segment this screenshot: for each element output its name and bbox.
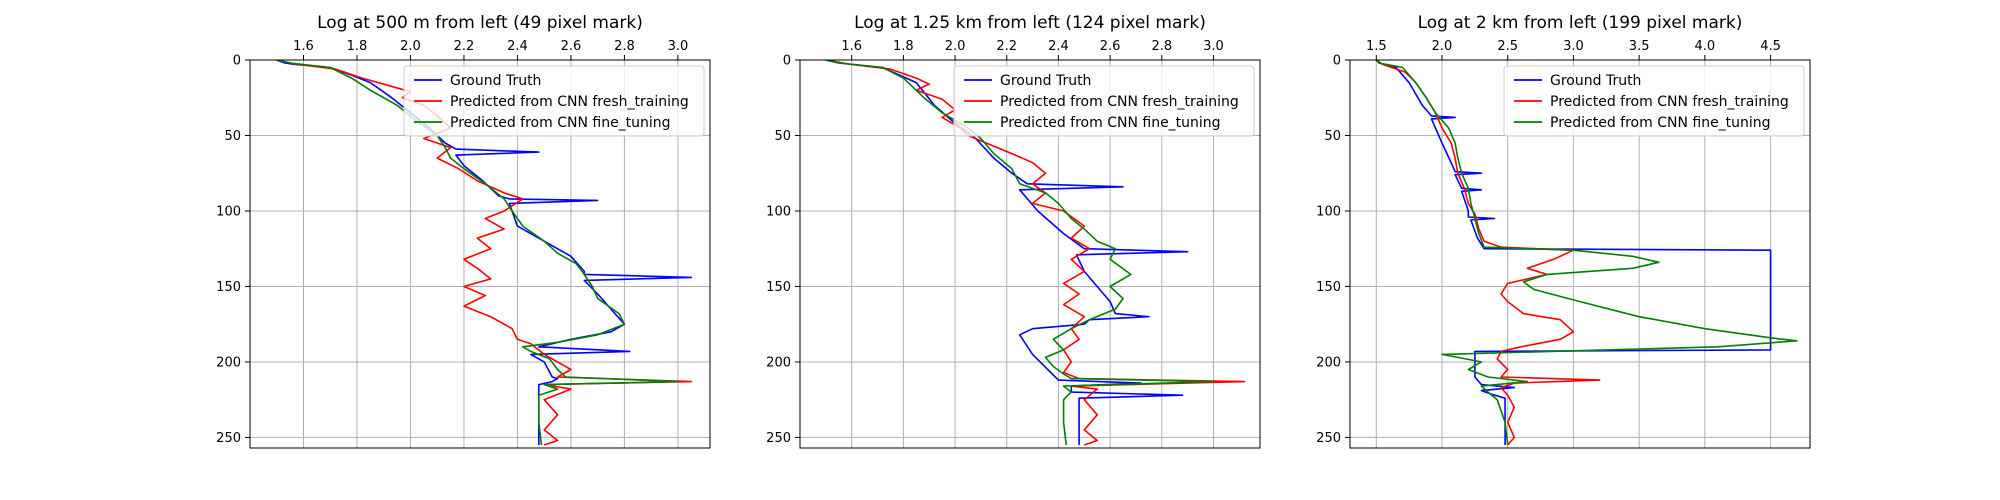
y-tick-label: 100 [216,204,241,219]
chart-title: Log at 500 m from left (49 pixel mark) [317,13,643,33]
y-tick-label: 200 [1316,355,1341,370]
x-tick-label: 3.0 [1203,39,1224,54]
y-tick-label: 250 [1316,431,1341,446]
x-tick-label: 2.0 [400,39,421,54]
chart-title: Log at 2 km from left (199 pixel mark) [1418,13,1743,33]
x-tick-label: 2.6 [1100,39,1121,54]
y-tick-label: 250 [216,431,241,446]
x-tick-label: 2.2 [454,39,475,54]
legend-label-3: Predicted from CNN fine_tuning [1550,115,1771,131]
y-tick-label: 150 [766,280,791,295]
x-tick-label: 2.2 [996,39,1017,54]
x-tick-label: 2.4 [1048,39,1069,54]
series-line-2 [825,60,1246,446]
x-tick-label: 4.0 [1695,39,1716,54]
y-tick-label: 0 [783,54,791,69]
x-tick-label: 2.0 [1432,39,1453,54]
x-tick-label: 3.5 [1629,39,1650,54]
y-tick-label: 50 [774,129,791,144]
chart-panel-2: 1.6 1.8 2.0 2.2 2.4 2.6 2.8 3.0 0 50 100 150 200 250 L… [766,13,1261,449]
y-tick-label: 0 [233,54,241,69]
chart-title: Log at 1.25 km from left (124 pixel mark… [854,13,1206,33]
chart-panel-1: 1.6 1.8 2.0 2.2 2.4 2.6 2.8 3.0 0 50 100 150 200 250 L… [216,13,711,449]
axes-frame [1349,59,1811,449]
legend-box [1503,65,1805,137]
series-line-3 [1375,60,1798,446]
legend-label-3: Predicted from CNN fine_tuning [1000,115,1221,131]
legend-box [403,65,705,137]
series-group [1375,60,1798,446]
legend: Ground Truth Predicted from CNN fresh_tra… [403,65,705,137]
x-tick-label: 2.0 [945,39,966,54]
legend-label-2: Predicted from CNN fresh_training [1000,94,1239,110]
y-tick-label: 150 [1316,280,1341,295]
series-line-2 [1375,60,1601,446]
legend-label-2: Predicted from CNN fresh_training [1550,94,1789,110]
y-tick-label: 100 [766,204,791,219]
y-tick-label: 250 [766,431,791,446]
x-tick-label: 2.8 [1151,39,1172,54]
x-tick-label: 1.6 [293,39,314,54]
x-tick-label: 4.5 [1760,39,1781,54]
y-tick-label: 100 [1316,204,1341,219]
x-tick-label: 1.8 [347,39,368,54]
y-tick-label: 200 [766,355,791,370]
legend: Ground Truth Predicted from CNN fresh_tra… [1503,65,1805,137]
y-tick-label: 150 [216,280,241,295]
x-tick-label: 3.0 [1563,39,1584,54]
legend: Ground Truth Predicted from CNN fresh_tra… [953,65,1255,137]
x-tick-label: 1.5 [1366,39,1387,54]
x-tick-label: 2.5 [1497,39,1518,54]
x-tick-label: 2.8 [614,39,635,54]
x-tick-label: 1.6 [841,39,862,54]
y-tick-label: 50 [224,129,241,144]
legend-label-1: Ground Truth [1000,73,1091,89]
x-tick-label: 1.8 [893,39,914,54]
legend-box [953,65,1255,137]
legend-label-3: Predicted from CNN fine_tuning [450,115,671,131]
y-tick-label: 0 [1333,54,1341,69]
axes-frame [799,59,1261,449]
x-tick-label: 2.6 [561,39,582,54]
legend-label-2: Predicted from CNN fresh_training [450,94,689,110]
x-tick-label: 3.0 [668,39,689,54]
x-tick-label: 2.4 [507,39,528,54]
legend-label-1: Ground Truth [450,73,541,89]
chart-panel-3: 1.5 2.0 2.5 3.0 3.5 4.0 4.5 0 50 100 150 200 250 Log … [1316,13,1811,449]
y-tick-label: 200 [216,355,241,370]
axes-frame [249,59,711,449]
y-tick-label: 50 [1324,129,1341,144]
series-line-1 [1375,60,1772,445]
legend-label-1: Ground Truth [1550,73,1641,89]
